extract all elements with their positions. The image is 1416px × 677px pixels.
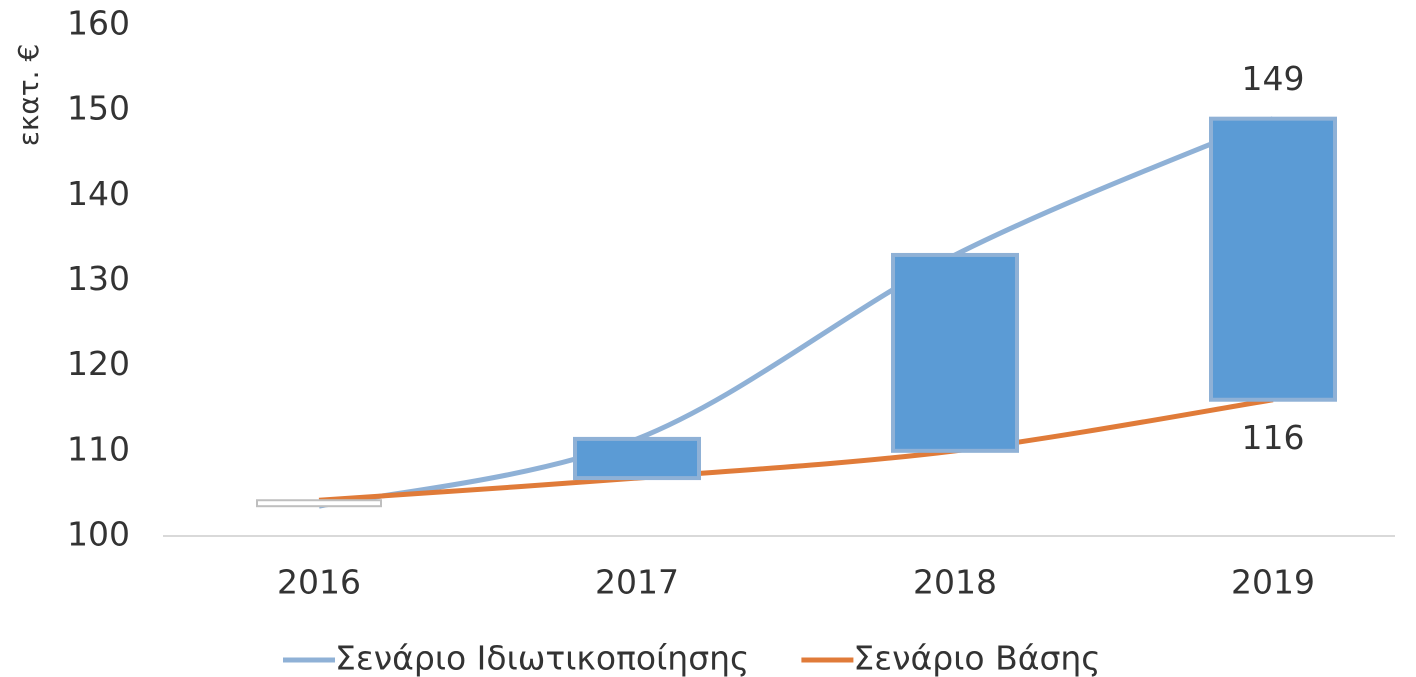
y-tick-label: 160	[67, 4, 130, 43]
legend-label: Σενάριο Ιδιωτικοποίησης	[335, 639, 749, 677]
x-tick-label: 2017	[595, 563, 679, 602]
y-axis-label: εκατ. €	[12, 44, 45, 147]
up-bar	[573, 436, 701, 481]
y-tick-label: 140	[67, 174, 130, 213]
series-line	[318, 116, 1274, 509]
x-tick-label: 2018	[913, 563, 997, 602]
series-line	[318, 397, 1274, 503]
y-tick-label: 150	[67, 89, 130, 128]
y-tick-label: 100	[67, 515, 130, 554]
up-bar	[891, 252, 1019, 453]
x-tick-label: 2019	[1231, 563, 1315, 602]
data-label: 116	[1242, 418, 1305, 457]
legend-label: Σενάριο Βάσης	[853, 639, 1100, 677]
x-tick-label: 2016	[277, 563, 361, 602]
y-tick-label: 120	[67, 344, 130, 383]
up-bar	[1209, 116, 1337, 402]
data-label: 149	[1242, 59, 1305, 98]
down-bar	[256, 499, 382, 508]
y-tick-label: 130	[67, 259, 130, 298]
y-tick-label: 110	[67, 429, 130, 468]
